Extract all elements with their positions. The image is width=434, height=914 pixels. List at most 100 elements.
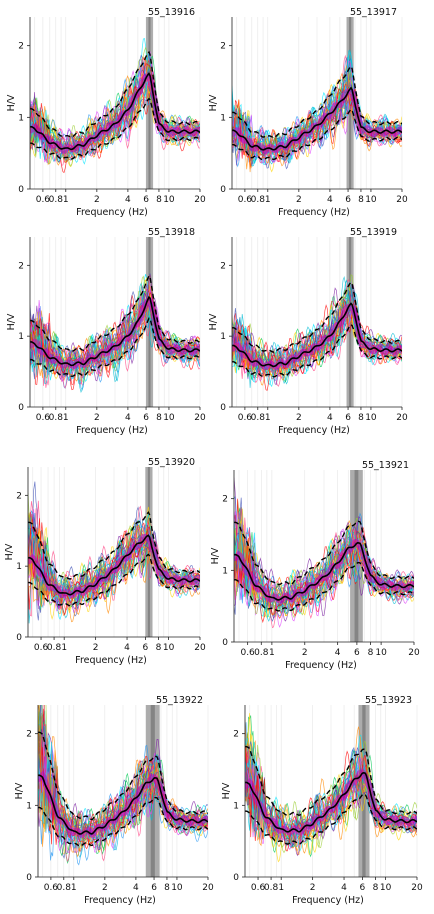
- x-tick-label: 2: [94, 413, 100, 423]
- y-axis-label: H/V: [208, 94, 219, 111]
- x-axis-label: Frequency (Hz): [278, 207, 350, 218]
- x-tick-label: 10: [163, 195, 175, 205]
- hv-window-curve: [30, 273, 200, 379]
- x-tick-label: 10: [365, 195, 377, 205]
- hv-window-curve: [30, 69, 200, 163]
- x-tick-label: 0.6: [238, 413, 253, 423]
- hv-window-curve: [245, 752, 417, 842]
- hv-mean-curve: [30, 295, 200, 367]
- x-tick-label: 0.6: [251, 883, 266, 893]
- hv-window-curve: [30, 59, 200, 161]
- x-tick-label: 20: [194, 195, 206, 205]
- y-tick-label: 1: [16, 562, 22, 572]
- x-tick-label: 4: [327, 413, 333, 423]
- x-tick-label: 8: [368, 648, 374, 658]
- mean-band: [38, 770, 208, 838]
- y-tick-label: 2: [220, 42, 226, 52]
- x-tick-label: 2: [296, 195, 302, 205]
- y-tick-label: 1: [18, 332, 24, 342]
- x-tick-label: 0.8: [254, 648, 269, 658]
- panel-title: 55_13919: [350, 227, 397, 238]
- y-tick-label: 2: [18, 42, 24, 52]
- x-tick-label: 0.6: [36, 195, 51, 205]
- x-tick-label: 0.8: [49, 413, 64, 423]
- x-tick-label: 10: [375, 648, 387, 658]
- x-tick-label: 4: [125, 195, 131, 205]
- hv-window-curve: [234, 525, 414, 616]
- x-axis-label: Frequency (Hz): [75, 655, 147, 666]
- x-tick-label: 8: [156, 413, 162, 423]
- x-tick-label: 0.8: [251, 413, 266, 423]
- x-tick-label: 6: [360, 883, 366, 893]
- window-traces: [30, 273, 200, 393]
- y-tick-label: 0: [26, 873, 32, 883]
- y-axis-label: H/V: [221, 782, 232, 799]
- window-traces: [234, 477, 414, 629]
- x-tick-label: 20: [202, 883, 214, 893]
- x-tick-label: 2: [93, 643, 99, 653]
- x-tick-label: 1: [61, 643, 67, 653]
- x-tick-label: 4: [133, 883, 139, 893]
- x-tick-label: 10: [163, 413, 175, 423]
- hv-mean-curve: [232, 86, 402, 151]
- x-tick-label: 4: [327, 195, 333, 205]
- panel-title: 55_13916: [148, 7, 195, 18]
- y-tick-label: 0: [222, 638, 228, 648]
- x-tick-label: 0.8: [264, 883, 279, 893]
- x-tick-label: 4: [124, 643, 130, 653]
- x-tick-label: 4: [335, 648, 341, 658]
- hv-mean-plus-minus-std-curve: [38, 731, 208, 821]
- x-tick-label: 2: [302, 648, 308, 658]
- x-tick-label: 0.8: [57, 883, 72, 893]
- x-tick-label: 6: [354, 648, 360, 658]
- hv-mean-minus-std-curve: [30, 97, 200, 160]
- x-tick-label: 10: [163, 643, 175, 653]
- x-tick-label: 8: [373, 883, 379, 893]
- panel-title: 55_13921: [362, 460, 409, 471]
- hv-mean-curve: [245, 771, 417, 833]
- hv-mean-plus-minus-std-curve: [245, 745, 417, 817]
- y-tick-label: 2: [18, 261, 24, 271]
- y-axis-label: H/V: [6, 94, 17, 111]
- y-tick-label: 0: [220, 185, 226, 195]
- x-tick-label: 8: [156, 195, 162, 205]
- x-tick-label: 4: [125, 413, 131, 423]
- y-axis-label: H/V: [4, 543, 15, 560]
- x-tick-label: 1: [265, 413, 271, 423]
- x-tick-label: 0.6: [238, 195, 253, 205]
- hv-mean-plus-minus-std-curve: [234, 520, 414, 586]
- x-tick-label: 2: [102, 883, 108, 893]
- hv-window-curve: [38, 735, 208, 849]
- y-tick-label: 1: [18, 113, 24, 123]
- hv-mean-plus-minus-std-curve: [30, 274, 200, 353]
- panel-title: 55_13922: [156, 695, 203, 706]
- x-axis-label: Frequency (Hz): [84, 895, 156, 906]
- x-axis-label: Frequency (Hz): [285, 660, 357, 671]
- x-tick-label: 1: [269, 648, 275, 658]
- hv-mean-minus-std-curve: [28, 553, 200, 607]
- x-tick-label: 8: [164, 883, 170, 893]
- x-tick-label: 0.6: [240, 648, 255, 658]
- x-tick-label: 20: [408, 648, 420, 658]
- y-tick-label: 2: [222, 495, 228, 505]
- x-tick-label: 0.6: [44, 883, 59, 893]
- y-tick-label: 2: [233, 730, 239, 740]
- hv-mean-curve: [234, 541, 414, 601]
- x-tick-label: 0.8: [49, 195, 64, 205]
- x-axis-label: Frequency (Hz): [76, 425, 148, 436]
- hv-mean-plus-minus-std-curve: [232, 281, 402, 353]
- mean-band: [232, 303, 402, 371]
- x-tick-label: 6: [151, 883, 157, 893]
- x-tick-label: 20: [396, 413, 408, 423]
- hv-mean-plus-minus-std-curve: [30, 50, 200, 138]
- y-tick-label: 0: [18, 185, 24, 195]
- hv-window-curve: [30, 70, 200, 164]
